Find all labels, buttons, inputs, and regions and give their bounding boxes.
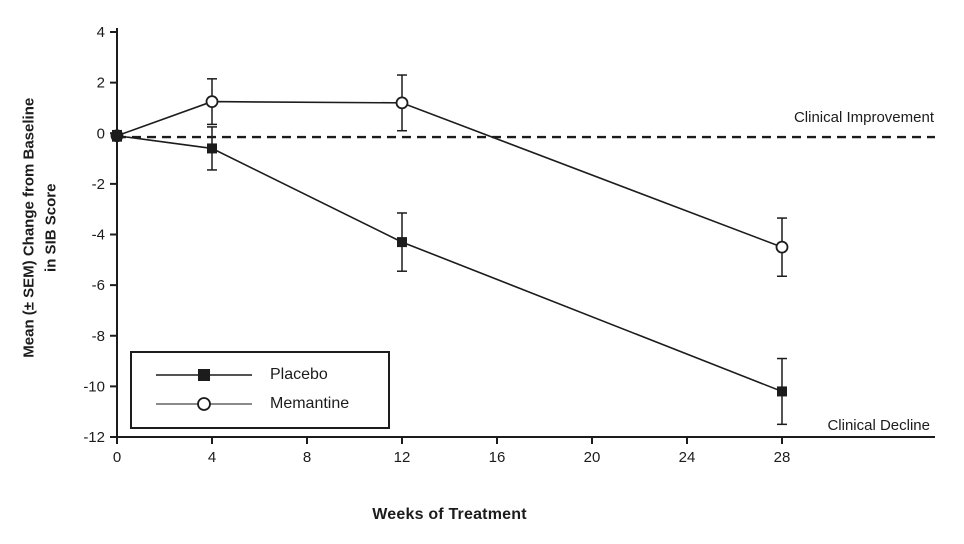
markers-memantine — [110, 95, 789, 254]
filled-square-marker-icon — [152, 365, 256, 385]
filled-square-marker — [112, 130, 122, 141]
legend-item-placebo: Placebo — [132, 360, 388, 389]
open-circle-marker — [205, 95, 219, 109]
y-tick-label: -10 — [83, 378, 105, 395]
annotation-clinical-decline: Clinical Decline — [827, 417, 930, 434]
legend-label-placebo: Placebo — [270, 365, 328, 383]
y-tick-label: 2 — [97, 75, 105, 92]
x-axis-title: Weeks of Treatment — [372, 506, 527, 523]
legend: Placebo Memantine — [130, 351, 390, 429]
x-tick-label: 20 — [584, 449, 601, 466]
markers-placebo — [112, 130, 787, 397]
open-circle-marker — [775, 240, 789, 254]
x-tick-label: 0 — [113, 449, 121, 466]
y-tick-label: -6 — [92, 277, 105, 294]
y-tick-label: -12 — [83, 429, 105, 446]
series-line — [116, 100, 783, 248]
x-tick-label: 28 — [774, 449, 791, 466]
series-line — [116, 134, 783, 393]
filled-square-marker — [397, 237, 407, 248]
y-tick-label: -8 — [92, 328, 105, 345]
x-tick-label: 24 — [679, 449, 696, 466]
annotation-clinical-improvement: Clinical Improvement — [793, 109, 934, 126]
y-tick-label: -4 — [92, 227, 105, 244]
filled-square-marker — [207, 143, 217, 154]
x-tick-label: 16 — [489, 449, 506, 466]
y-tick-label: 0 — [97, 125, 105, 142]
x-tick-label: 4 — [208, 449, 216, 466]
legend-label-memantine: Memantine — [270, 394, 350, 412]
y-tick-label: -2 — [92, 176, 105, 193]
x-tick-label: 12 — [394, 449, 411, 466]
y-tick-label: 4 — [97, 24, 105, 41]
open-circle-marker — [395, 96, 409, 110]
y-axis-title: Mean (± SEM) Change from Baseline in SIB… — [20, 97, 59, 358]
series-memantine — [112, 74, 787, 278]
open-circle-marker-icon — [152, 394, 256, 414]
filled-square-marker — [777, 386, 787, 397]
x-tick-label: 8 — [303, 449, 311, 466]
legend-item-memantine: Memantine — [132, 389, 388, 418]
